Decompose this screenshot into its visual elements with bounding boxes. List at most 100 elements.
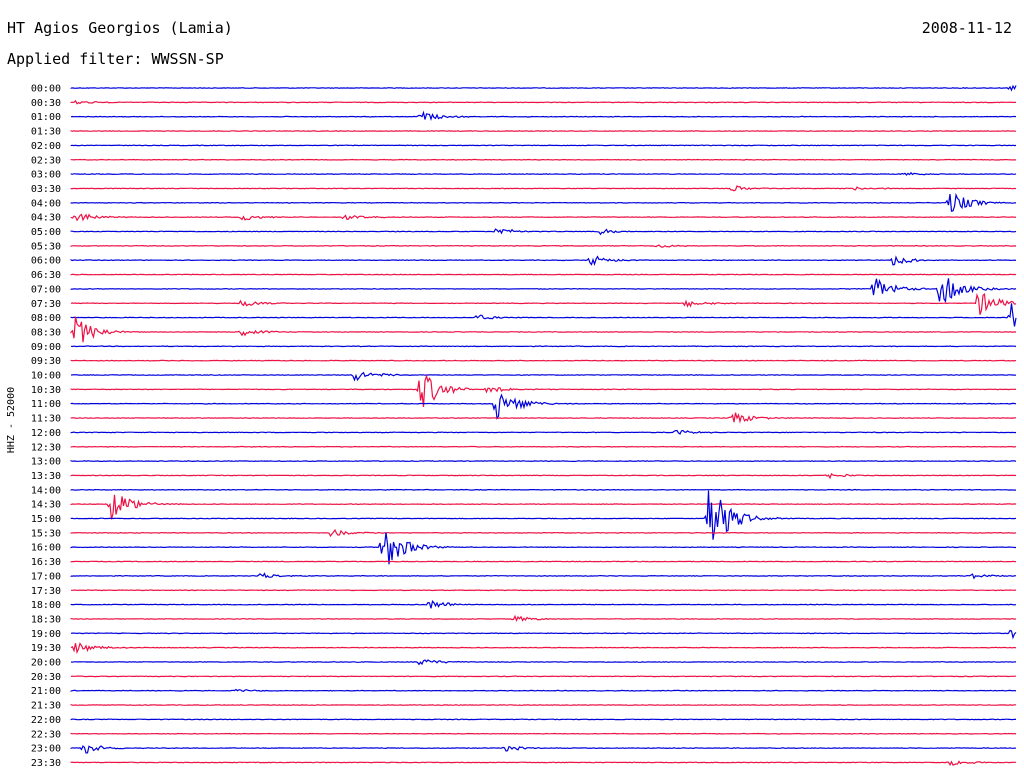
trace-line xyxy=(70,445,1017,448)
time-tick-label: 16:00 xyxy=(31,543,61,554)
trace-line xyxy=(70,255,1017,267)
trace-line xyxy=(70,659,1017,666)
time-tick-label: 18:30 xyxy=(31,614,61,625)
trace-line xyxy=(70,292,1017,315)
trace-line xyxy=(70,732,1017,735)
filter-label: Applied filter: WWSSN-SP xyxy=(7,50,224,68)
trace-line xyxy=(70,359,1017,362)
time-tick-label: 04:30 xyxy=(31,213,61,224)
trace-line xyxy=(70,144,1017,147)
trace-line xyxy=(70,560,1017,563)
time-tick-label: 15:30 xyxy=(31,528,61,539)
trace-line xyxy=(70,642,1017,655)
trace-line xyxy=(70,494,1017,520)
time-tick-label: 16:30 xyxy=(31,557,61,568)
time-tick-label: 01:00 xyxy=(31,112,61,123)
time-tick-label: 22:00 xyxy=(31,715,61,726)
time-tick-label: 11:30 xyxy=(31,414,61,425)
time-tick-label: 23:00 xyxy=(31,744,61,755)
time-tick-label: 00:30 xyxy=(31,98,61,109)
time-tick-label: 14:00 xyxy=(31,485,61,496)
date-label: 2008-11-12 xyxy=(921,19,1012,37)
time-tick-label: 13:30 xyxy=(31,471,61,482)
trace-line xyxy=(70,213,1017,222)
trace-line xyxy=(70,273,1017,276)
time-tick-label: 23:30 xyxy=(31,758,61,769)
trace-line xyxy=(70,600,1017,609)
trace-line xyxy=(70,745,1017,754)
time-tick-label: 17:30 xyxy=(31,586,61,597)
trace-line xyxy=(70,429,1017,435)
trace-line xyxy=(70,675,1016,678)
time-tick-label: 11:00 xyxy=(31,399,61,410)
time-tick-label: 07:30 xyxy=(31,299,61,310)
y-axis-label: HHZ - 52000 xyxy=(6,387,17,453)
time-tick-label: 06:30 xyxy=(31,270,61,281)
time-tick-label: 10:00 xyxy=(31,371,61,382)
time-tick-label: 20:00 xyxy=(31,658,61,669)
trace-line xyxy=(70,488,1017,491)
trace-line xyxy=(70,528,1017,538)
trace-line xyxy=(70,704,1016,706)
time-tick-label: 03:30 xyxy=(31,184,61,195)
time-tick-label: 13:00 xyxy=(31,457,61,468)
time-tick-label: 01:30 xyxy=(31,127,61,138)
time-tick-label: 12:30 xyxy=(31,442,61,453)
time-tick-label: 21:30 xyxy=(31,701,61,712)
time-tick-label: 19:30 xyxy=(31,643,61,654)
trace-line xyxy=(70,158,1016,161)
trace-line xyxy=(70,371,1017,382)
trace-line xyxy=(70,278,1017,304)
time-tick-label: 02:30 xyxy=(31,155,61,166)
trace-line xyxy=(70,393,1017,420)
trace-line xyxy=(70,244,1017,248)
time-tick-label: 04:00 xyxy=(31,198,61,209)
trace-line xyxy=(70,110,1017,122)
time-tick-label: 00:00 xyxy=(31,84,61,95)
time-tick-label: 15:00 xyxy=(31,514,61,525)
time-tick-label: 18:00 xyxy=(31,600,61,611)
trace-line xyxy=(70,490,1017,540)
trace-line xyxy=(70,629,1017,640)
time-tick-label: 08:00 xyxy=(31,313,61,324)
time-tick-label: 09:00 xyxy=(31,342,61,353)
trace-line xyxy=(70,345,1017,348)
trace-line xyxy=(70,171,1017,176)
trace-line xyxy=(70,760,1016,767)
time-tick-label: 19:00 xyxy=(31,629,61,640)
time-tick-label: 20:30 xyxy=(31,672,61,683)
time-tick-label: 14:30 xyxy=(31,500,61,511)
trace-line xyxy=(70,614,1017,622)
time-tick-label: 10:30 xyxy=(31,385,61,396)
trace-line xyxy=(70,316,1017,343)
time-tick-label: 22:30 xyxy=(31,729,61,740)
trace-line xyxy=(70,572,1017,580)
time-tick-label: 05:30 xyxy=(31,241,61,252)
time-tick-label: 05:00 xyxy=(31,227,61,238)
time-tick-label: 09:30 xyxy=(31,356,61,367)
time-tick-label: 21:00 xyxy=(31,686,61,697)
station-title: HT Agios Georgios (Lamia) xyxy=(7,19,233,37)
time-tick-label: 08:30 xyxy=(31,327,61,338)
trace-line xyxy=(70,185,1017,192)
time-tick-label: 12:00 xyxy=(31,428,61,439)
trace-line xyxy=(70,718,1017,721)
trace-line xyxy=(70,228,1017,236)
trace-line xyxy=(70,130,1017,132)
time-tick-label: 03:00 xyxy=(31,170,61,181)
trace-line xyxy=(70,303,1017,327)
time-tick-label: 07:00 xyxy=(31,284,61,295)
trace-line xyxy=(70,460,1017,463)
trace-line xyxy=(70,472,1017,480)
time-tick-label: 02:00 xyxy=(31,141,61,152)
trace-line xyxy=(70,84,1017,92)
trace-line xyxy=(70,192,1017,212)
trace-line xyxy=(70,374,1017,408)
trace-line xyxy=(70,688,1017,692)
trace-line xyxy=(70,99,1017,105)
trace-line xyxy=(70,412,1017,424)
time-tick-label: 06:00 xyxy=(31,256,61,267)
trace-line xyxy=(70,532,1016,565)
